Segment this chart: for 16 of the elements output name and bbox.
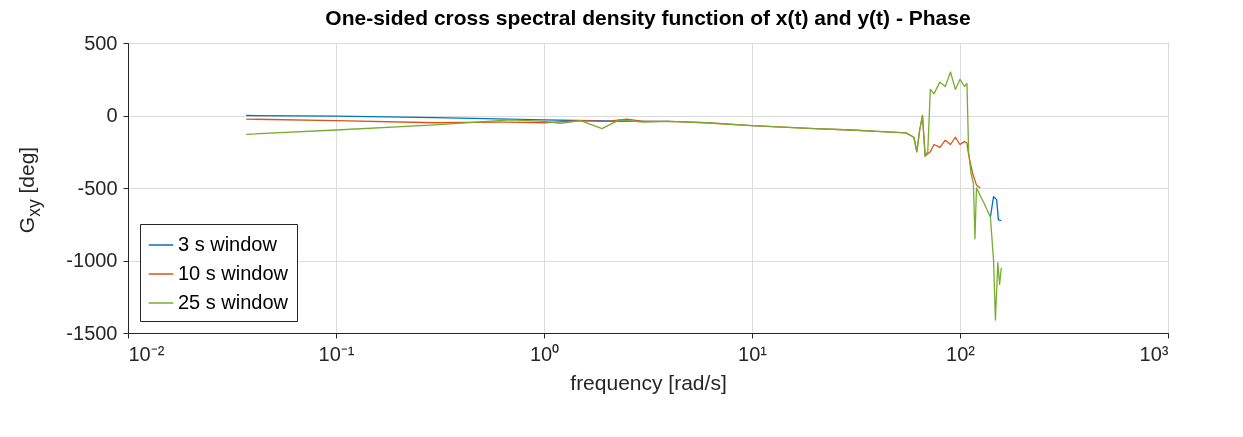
y-tick-label: -1000 xyxy=(66,249,118,271)
x-tick-label: 10² xyxy=(946,342,976,365)
legend-label: 25 s window xyxy=(178,291,289,313)
x-tick-label: 10⁻¹ xyxy=(318,342,355,365)
legend-label: 3 s window xyxy=(178,233,278,255)
x-tick-label: 10¹ xyxy=(738,342,768,365)
x-tick-label: 10⁻² xyxy=(128,342,165,365)
legend-label: 10 s window xyxy=(178,262,289,284)
x-tick-label: 10³ xyxy=(1139,342,1169,365)
y-tick-label: -1500 xyxy=(66,321,118,344)
y-tick-label: 500 xyxy=(84,31,118,54)
y-tick-label: -500 xyxy=(77,176,118,199)
x-tick-label: 10⁰ xyxy=(529,342,560,365)
chart-title: One-sided cross spectral density function of x(t) and y(t) - Phase xyxy=(325,6,971,29)
x-axis-title: frequency [rad/s] xyxy=(570,370,727,394)
y-tick-label: 0 xyxy=(106,104,118,126)
